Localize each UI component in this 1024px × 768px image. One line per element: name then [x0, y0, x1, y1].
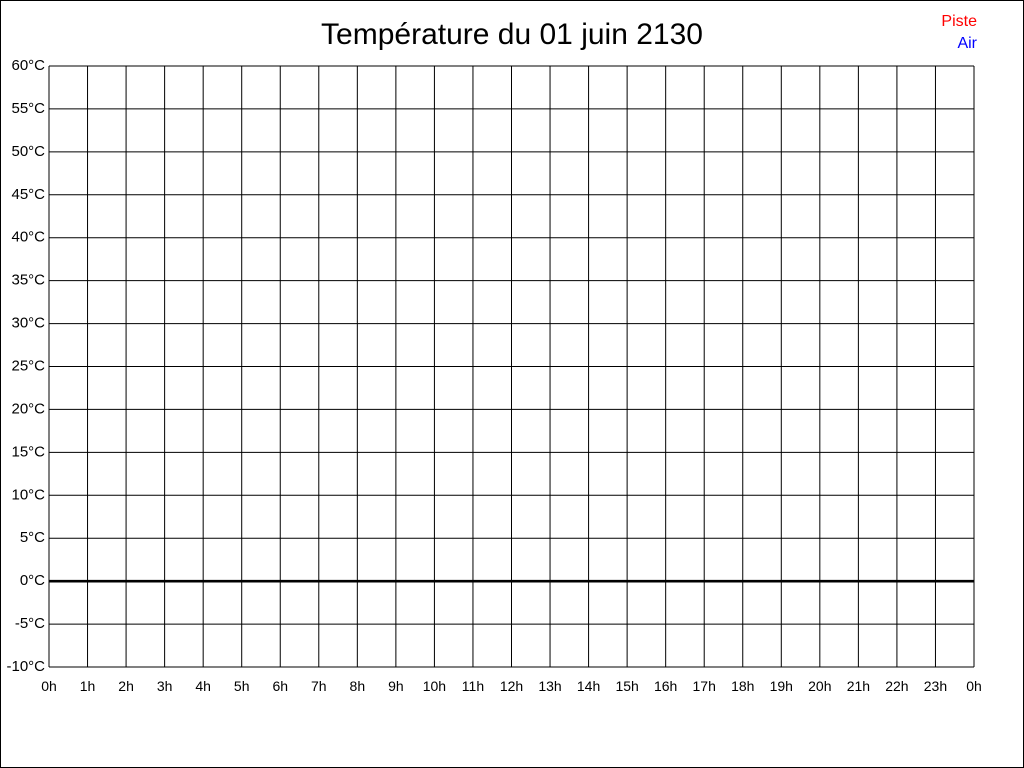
svg-text:15h: 15h — [615, 678, 638, 694]
svg-text:6h: 6h — [272, 678, 288, 694]
svg-text:10°C: 10°C — [11, 486, 45, 503]
svg-text:25°C: 25°C — [11, 358, 45, 375]
svg-text:12h: 12h — [500, 678, 523, 694]
svg-text:16h: 16h — [654, 678, 677, 694]
svg-text:23h: 23h — [924, 678, 947, 694]
svg-text:19h: 19h — [770, 678, 793, 694]
svg-text:60°C: 60°C — [11, 57, 45, 74]
svg-text:30°C: 30°C — [11, 315, 45, 332]
svg-text:15°C: 15°C — [11, 443, 45, 460]
svg-text:18h: 18h — [731, 678, 754, 694]
svg-text:20h: 20h — [808, 678, 831, 694]
svg-text:2h: 2h — [118, 678, 134, 694]
svg-text:17h: 17h — [693, 678, 716, 694]
svg-text:1h: 1h — [80, 678, 96, 694]
svg-text:0h: 0h — [41, 678, 57, 694]
svg-text:9h: 9h — [388, 678, 404, 694]
svg-text:0h: 0h — [966, 678, 982, 694]
svg-text:5h: 5h — [234, 678, 250, 694]
svg-text:4h: 4h — [195, 678, 211, 694]
svg-text:40°C: 40°C — [11, 229, 45, 246]
svg-text:14h: 14h — [577, 678, 600, 694]
svg-text:8h: 8h — [350, 678, 366, 694]
svg-text:22h: 22h — [885, 678, 908, 694]
svg-text:7h: 7h — [311, 678, 327, 694]
svg-text:3h: 3h — [157, 678, 173, 694]
svg-text:0°C: 0°C — [20, 572, 45, 589]
svg-text:11h: 11h — [462, 678, 484, 694]
svg-text:-5°C: -5°C — [15, 615, 45, 632]
svg-text:21h: 21h — [847, 678, 870, 694]
svg-text:45°C: 45°C — [11, 186, 45, 203]
svg-text:10h: 10h — [423, 678, 446, 694]
svg-text:-10°C: -10°C — [6, 658, 45, 675]
svg-text:50°C: 50°C — [11, 143, 45, 160]
svg-text:35°C: 35°C — [11, 272, 45, 289]
svg-text:13h: 13h — [538, 678, 561, 694]
svg-text:5°C: 5°C — [20, 529, 45, 546]
svg-text:55°C: 55°C — [11, 100, 45, 117]
svg-text:20°C: 20°C — [11, 400, 45, 417]
